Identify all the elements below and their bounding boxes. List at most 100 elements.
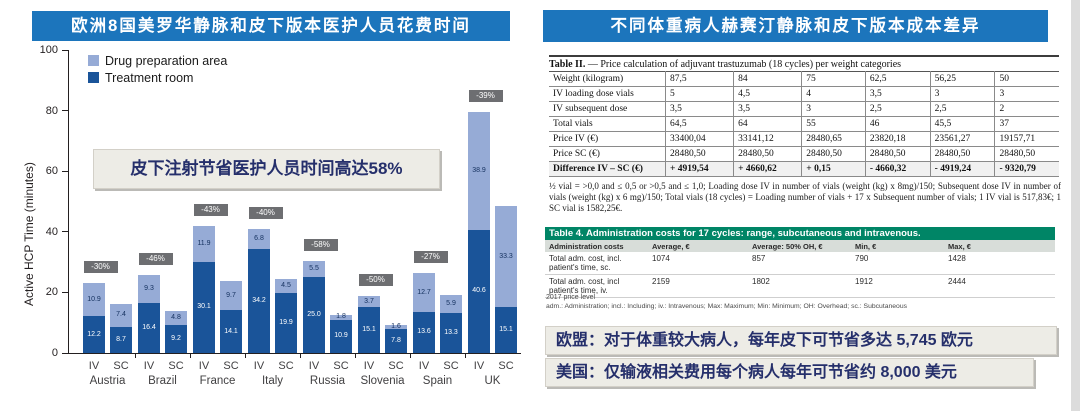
admin-costs-row: Total adm. cost, incl. patient's time, s… bbox=[545, 252, 1055, 275]
right-panel-title: 不同体重病人赫赛汀静脉和皮下版本成本差异 bbox=[543, 10, 1048, 42]
price-table-cell: 3,5 bbox=[733, 101, 802, 117]
bar-value-treatment-room: 34.2 bbox=[252, 297, 266, 305]
price-table-cell: + 4919,54 bbox=[664, 161, 734, 177]
y-tick-label: 20 bbox=[45, 286, 58, 299]
price-table-cell: 28480,50 bbox=[733, 146, 802, 162]
eu-savings-callout: 欧盟：对于体重较大病人，每年皮下可节省多达 5,745 欧元 bbox=[545, 326, 1057, 355]
bar-value-drug-preparation: 12.7 bbox=[417, 288, 431, 296]
left-panel-title: 欧洲8国美罗华静脉和皮下版本医护人员花费时间 bbox=[32, 11, 510, 41]
bar-value-drug-preparation: 1.6 bbox=[391, 322, 401, 330]
admin-costs-row: Total adm. cost, incl patient's time, iv… bbox=[545, 274, 1055, 298]
x-label-route: IV bbox=[88, 360, 100, 372]
bar-value-treatment-room: 12.2 bbox=[87, 330, 101, 338]
price-table-cell: - 9320,79 bbox=[994, 161, 1059, 177]
bar-value-drug-preparation: 1.8 bbox=[336, 313, 346, 321]
price-table-cell: 4,5 bbox=[733, 86, 802, 102]
legend-item-treatment-room: Treatment room bbox=[88, 69, 227, 86]
bar-value-drug-preparation: 5.9 bbox=[446, 299, 456, 307]
trastuzumab-price-table: Weight (kilogram) 87,5 84 75 62,5 56,25 50 IV l… bbox=[549, 71, 1059, 177]
price-table-cell: 2,5 bbox=[929, 101, 995, 117]
x-label-country: Slovenia bbox=[360, 375, 405, 387]
admin-costs-header-cell: Max, € bbox=[944, 240, 1055, 252]
admin-costs-cell: 857 bbox=[748, 252, 851, 275]
admin-costs-cell: 2444 bbox=[944, 274, 1055, 298]
x-label-route: SC bbox=[333, 360, 349, 372]
bar-treatment-room bbox=[275, 292, 297, 353]
price-table-cell: 3,5 bbox=[664, 101, 734, 117]
admin-costs-cell: 2159 bbox=[648, 274, 748, 298]
price-table-cell: 5 bbox=[664, 86, 734, 102]
x-label-route: SC bbox=[278, 360, 294, 372]
price-table-cell: 55 bbox=[801, 116, 866, 132]
x-label-country: Austria bbox=[89, 375, 126, 387]
price-table-cell: 84 bbox=[733, 71, 802, 87]
bar-drug-preparation bbox=[248, 228, 270, 250]
x-axis-line bbox=[68, 353, 521, 354]
price-table-row: IV subsequent dose 3,5 3,5 3 2,5 2,5 2 bbox=[549, 101, 1059, 117]
price-table-row: Price IV (€) 33400,04 33141,12 28480,65 2382… bbox=[549, 131, 1059, 147]
price-table-row-label: Difference IV – SC (€) bbox=[549, 161, 666, 177]
x-label-route: IV bbox=[253, 360, 265, 372]
price-table-cell: 2 bbox=[994, 101, 1059, 117]
bar-value-treatment-room: 7.8 bbox=[391, 337, 401, 345]
price-table-row-label: IV subsequent dose bbox=[549, 101, 666, 117]
bar-value-drug-preparation: 10.9 bbox=[87, 295, 101, 303]
y-tick-label: 60 bbox=[45, 165, 58, 178]
x-group-tick bbox=[355, 353, 356, 358]
bar-treatment-room bbox=[468, 229, 490, 353]
price-table-row: Total vials 64,5 64 55 46 45,5 37 bbox=[549, 116, 1059, 132]
price-table-cell: - 4919,24 bbox=[929, 161, 995, 177]
x-label-route: IV bbox=[198, 360, 210, 372]
bar-drug-preparation bbox=[413, 273, 435, 312]
price-table-row: IV loading dose vials 5 4,5 4 3,5 3 3 bbox=[549, 86, 1059, 102]
price-table-cell: + 0,15 bbox=[801, 161, 866, 177]
bar-value-drug-preparation: 9.3 bbox=[144, 285, 154, 293]
bar-drug-preparation bbox=[440, 294, 462, 313]
bar-treatment-room bbox=[413, 311, 435, 353]
bar-drug-preparation bbox=[330, 314, 352, 320]
x-group-tick bbox=[190, 353, 191, 358]
saving-badge: -50% bbox=[358, 274, 393, 287]
x-group-tick bbox=[245, 353, 246, 358]
x-label-route: IV bbox=[418, 360, 430, 372]
table4-price-level-note: 2017 price level bbox=[546, 294, 596, 301]
x-label-country: France bbox=[199, 375, 236, 387]
bar-drug-preparation bbox=[83, 283, 105, 317]
admin-costs-row-label: Total adm. cost, incl patient's time, iv… bbox=[545, 274, 648, 298]
y-axis-line bbox=[68, 50, 69, 353]
price-table-row-label: Price SC (€) bbox=[549, 146, 666, 162]
admin-costs-header-cell: Min, € bbox=[851, 240, 944, 252]
legend-label-drug-preparation: Drug preparation area bbox=[105, 53, 228, 68]
x-label-country: UK bbox=[484, 375, 501, 387]
bar-value-treatment-room: 16.4 bbox=[142, 324, 156, 332]
bar-drug-preparation bbox=[468, 112, 490, 230]
bar-value-drug-preparation: 9.7 bbox=[226, 291, 236, 299]
price-table-cell: 28480,50 bbox=[994, 146, 1059, 162]
bar-treatment-room bbox=[385, 329, 407, 353]
price-table-cell: - 4660,32 bbox=[864, 161, 931, 177]
bar-treatment-room bbox=[330, 319, 352, 353]
price-table-cell: 64,5 bbox=[664, 116, 734, 132]
admin-costs-cell: 1912 bbox=[851, 274, 944, 298]
y-tick bbox=[62, 110, 68, 112]
admin-costs-cell: 1428 bbox=[944, 252, 1055, 275]
price-table-cell: 3 bbox=[994, 86, 1059, 102]
price-table-cell: 23561,27 bbox=[929, 131, 995, 147]
x-label-route: IV bbox=[473, 360, 485, 372]
bar-treatment-room bbox=[193, 261, 215, 353]
bar-value-treatment-room: 15.1 bbox=[499, 326, 513, 334]
x-label-country: Brazil bbox=[148, 375, 177, 387]
price-table-row-label: IV loading dose vials bbox=[549, 86, 666, 102]
price-table-cell: 64 bbox=[733, 116, 802, 132]
price-table-cell: 3,5 bbox=[864, 86, 931, 102]
bar-value-treatment-room: 40.6 bbox=[472, 287, 486, 295]
legend-item-drug-preparation: Drug preparation area bbox=[88, 52, 227, 69]
bar-value-drug-preparation: 4.5 bbox=[281, 281, 291, 289]
table4-title: Table 4. Administration costs for 17 cyc… bbox=[545, 227, 1055, 240]
price-table-cell: 56,25 bbox=[929, 71, 995, 87]
bar-drug-preparation bbox=[495, 206, 517, 308]
y-tick bbox=[62, 231, 68, 233]
price-table-cell: 87,5 bbox=[664, 71, 734, 87]
price-table-cell: 28480,50 bbox=[664, 146, 734, 162]
